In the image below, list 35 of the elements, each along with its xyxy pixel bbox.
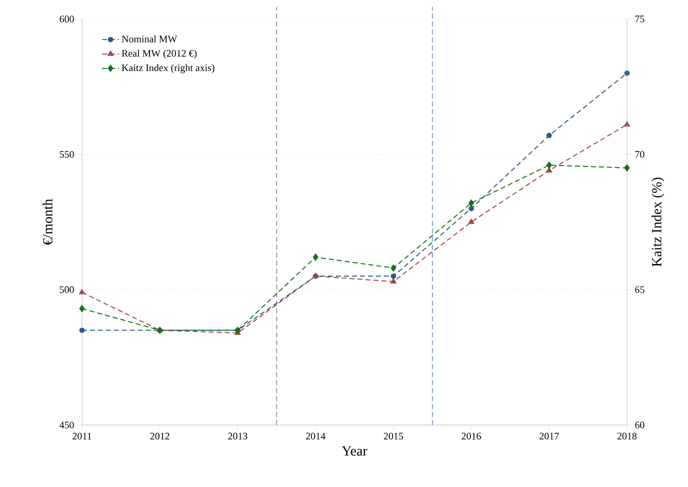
point: [79, 328, 85, 333]
point: [546, 132, 552, 138]
legend-label: Real MW (2012 €): [122, 50, 197, 59]
point: [79, 305, 85, 312]
x-tick-label: 2018: [617, 432, 637, 440]
y2-axis-title: Kaitz Index (%): [652, 178, 664, 267]
x-tick-label: 2016: [462, 432, 481, 440]
x-tick-label: 2015: [384, 432, 404, 440]
x-tick-label: 2017: [540, 432, 559, 440]
point: [390, 264, 396, 272]
legend-label: Kaitz Index (right axis): [122, 64, 214, 74]
x-axis-title: Year: [342, 446, 368, 456]
y-axis-title: €/month: [42, 198, 52, 246]
y-tick-label: 550: [60, 150, 74, 158]
y2-tick-label: 60: [635, 422, 644, 428]
point: [468, 200, 474, 207]
point: [390, 278, 396, 284]
y-tick-label: 500: [60, 286, 74, 294]
x-tick-label: 2014: [306, 432, 326, 440]
point: [468, 206, 474, 212]
y2-tick-label: 65: [635, 286, 644, 294]
point: [624, 164, 630, 172]
x-tick-label: 2011: [72, 432, 92, 440]
y2-tick-label: 70: [635, 150, 644, 158]
y-tick-label: 600: [60, 16, 74, 22]
point: [468, 218, 474, 224]
legend-label: Nominal MW: [122, 35, 178, 42]
point: [312, 254, 318, 261]
y2-tick-label: 75: [635, 16, 644, 22]
x-tick-label: 2012: [150, 432, 170, 440]
y-tick-label: 450: [60, 422, 74, 428]
point: [546, 162, 552, 169]
x-tick-label: 2013: [228, 432, 248, 440]
point: [79, 289, 85, 294]
point: [390, 273, 396, 279]
